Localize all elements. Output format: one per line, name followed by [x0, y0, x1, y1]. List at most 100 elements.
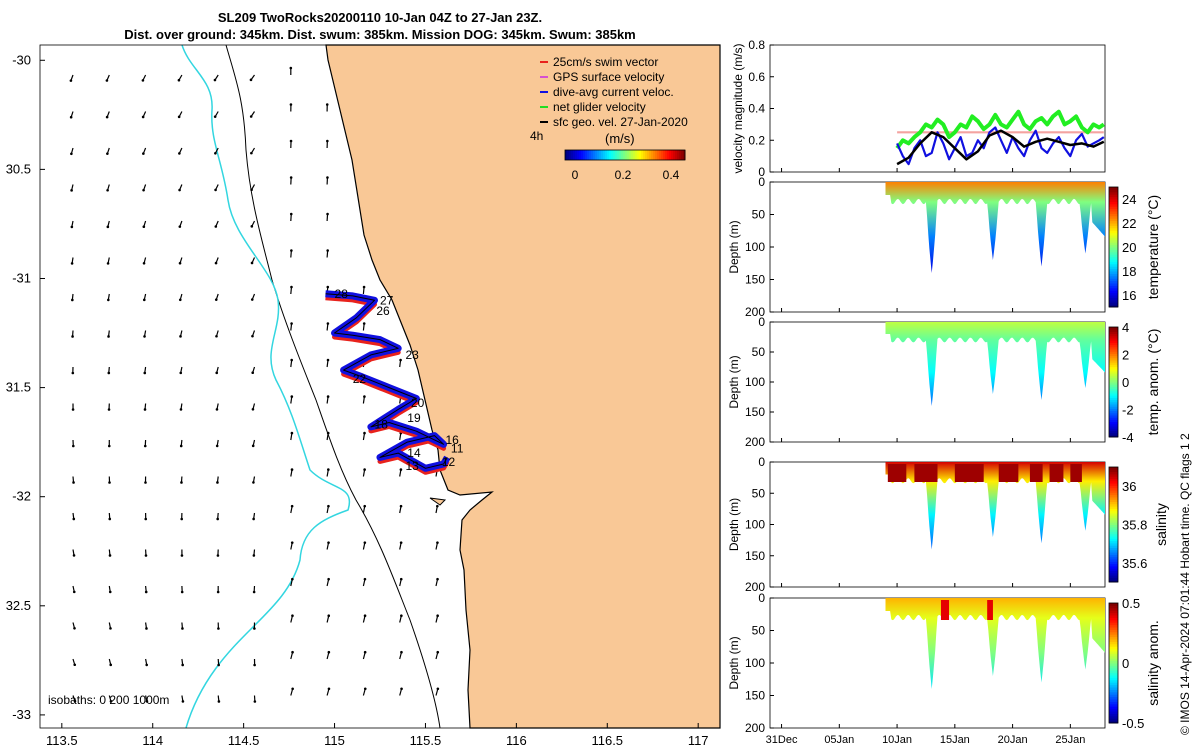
heatmap-colorbar — [1108, 186, 1119, 308]
y-tick-label: 200 — [745, 435, 765, 449]
colorbar-tick-label: 35.6 — [1122, 556, 1147, 571]
isobaths-label: isobaths: 0 200 1000m — [48, 693, 169, 707]
map-colorbar: 0 0.2 0.4 — [564, 149, 686, 182]
colorbar-label: salinity — [1153, 503, 1169, 546]
y-tick-label: 50 — [752, 624, 766, 638]
day-label: 16 — [445, 433, 459, 447]
y-tick-label: 0.8 — [748, 38, 765, 52]
y-tick-label: 0 — [758, 315, 765, 329]
y-tick-label: 0.6 — [748, 70, 765, 84]
y-tick-label: 50 — [752, 345, 766, 359]
colorbar-unit: (m/s) — [605, 131, 635, 146]
map-x-tick-label: 116.5 — [591, 733, 623, 748]
map-x-tick-label: 114.5 — [228, 733, 260, 748]
map-x-tick-label: 113.5 — [46, 733, 78, 748]
map-y-tick-label: -33 — [12, 707, 31, 722]
colorbar-tick-label: 0 — [1122, 375, 1129, 390]
y-tick-label: 0 — [758, 591, 765, 605]
day-label: 27 — [380, 293, 394, 307]
day-label: 14 — [407, 446, 421, 460]
map-y-tick-label: 30.5 — [6, 161, 31, 176]
time-axis-label: 05Jan — [824, 734, 854, 746]
map-y-tick-label: 32.5 — [6, 598, 31, 613]
y-tick-label: 150 — [745, 689, 765, 703]
colorbar-tick-label: 0 — [1122, 656, 1129, 671]
time-axis: 31Dec 05Jan 10Jan 15Jan 20Jan 25Jan — [766, 734, 1086, 746]
salinity-surface-patch — [1029, 464, 1043, 482]
legend-entry: 25cm/s swim vector — [553, 55, 658, 69]
day-label: 28 — [335, 287, 349, 301]
legend-entry: dive-avg current veloc. — [553, 85, 674, 99]
map-x-tick-label: 115 — [324, 733, 345, 748]
y-tick-label: 150 — [745, 549, 765, 563]
heatmap-data-region — [885, 462, 1105, 550]
heatmap-panel-1: 0 50 100 150 200 Depth (m) 16 18 20 22 24 temperatu… — [727, 175, 1161, 319]
heatmap-colorbar — [1108, 602, 1119, 724]
map-colorbar-tick: 0.2 — [615, 168, 632, 182]
day-label: 20 — [411, 396, 425, 410]
day-label: 19 — [407, 411, 421, 425]
map-colorbar-tick: 0 — [572, 168, 579, 182]
day-label: 23 — [405, 348, 419, 362]
day-label: 18 — [375, 418, 389, 432]
colorbar-tick-label: 36 — [1122, 479, 1136, 494]
y-tick-label: 0 — [758, 165, 765, 179]
depth-ylabel: Depth (m) — [727, 220, 741, 273]
map-x-tick-label: 116 — [506, 733, 527, 748]
colorbar-label: temperature (°C) — [1145, 195, 1161, 299]
day-label: 26 — [376, 304, 390, 318]
vector-scale-label: 4h — [530, 129, 543, 143]
heatmap-data-region — [885, 182, 1105, 273]
colorbar-tick-label: 0.5 — [1122, 596, 1140, 611]
surface-vector-field — [69, 66, 440, 703]
y-tick-label: 50 — [752, 486, 766, 500]
velocity-ylabel: velocity magnitude (m/s) — [731, 43, 745, 173]
title-line-1: SL209 TwoRocks20200110 10-Jan 04Z to 27-… — [217, 10, 543, 25]
colorbar-tick-label: 2 — [1122, 348, 1129, 363]
salinity-anom-patch — [940, 600, 950, 620]
day-label: 11 — [451, 442, 464, 456]
y-tick-label: 200 — [745, 305, 765, 319]
map-colorbar-tick: 0.4 — [663, 168, 680, 182]
depth-ylabel: Depth (m) — [727, 498, 741, 551]
heatmap-panel-4: 0 50 100 150 200 Depth (m) -0.5 0 0.5 salinity an… — [727, 591, 1161, 735]
y-tick-label: 100 — [745, 240, 765, 254]
salinity-surface-patch — [998, 464, 1019, 482]
title-line-2: Dist. over ground: 345km. Dist. swum: 38… — [124, 27, 636, 42]
time-axis-label: 15Jan — [940, 734, 970, 746]
colorbar-label: salinity anom. — [1145, 620, 1161, 706]
salinity-anom-patch — [987, 600, 993, 620]
heatmap-data-region — [885, 322, 1105, 406]
isobath-0m — [225, 44, 441, 729]
y-tick-label: 50 — [752, 208, 766, 222]
y-tick-label: 200 — [745, 721, 765, 735]
salinity-surface-patch — [914, 464, 938, 482]
heatmap-colorbar — [1108, 466, 1119, 583]
colorbar-tick-label: 18 — [1122, 264, 1136, 279]
colorbar-tick-label: 35.8 — [1122, 518, 1147, 533]
heatmap-panel-3: 0 50 100 150 200 Depth (m) 35.6 35.8 36 salinity — [727, 455, 1169, 594]
legend-entry: sfc geo. vel. 27-Jan-2020 — [553, 115, 688, 129]
y-tick-label: 0 — [758, 175, 765, 189]
colorbar-tick-label: -2 — [1122, 403, 1134, 418]
depth-ylabel: Depth (m) — [727, 636, 741, 689]
colorbar-tick-label: 16 — [1122, 288, 1136, 303]
colorbar-tick-label: -4 — [1122, 430, 1134, 445]
colorbar-label: temp. anom. (°C) — [1145, 329, 1161, 436]
y-tick-label: 100 — [745, 375, 765, 389]
map-y-tick-label: -32 — [12, 489, 31, 504]
y-tick-label: 100 — [745, 518, 765, 532]
series-dive-line — [896, 126, 1105, 166]
y-tick-label: 0 — [758, 455, 765, 469]
series-net-line — [895, 109, 1105, 150]
map-x-tick-label: 114 — [142, 733, 163, 748]
salinity-surface-patch — [887, 464, 907, 482]
colorbar-tick-label: 20 — [1122, 240, 1136, 255]
legend-entry: net glider velocity — [553, 100, 646, 114]
day-label: 13 — [405, 459, 419, 473]
timestamp-label: © IMOS 14-Apr-2024 07:01:44 Hobart time.… — [1178, 433, 1192, 735]
